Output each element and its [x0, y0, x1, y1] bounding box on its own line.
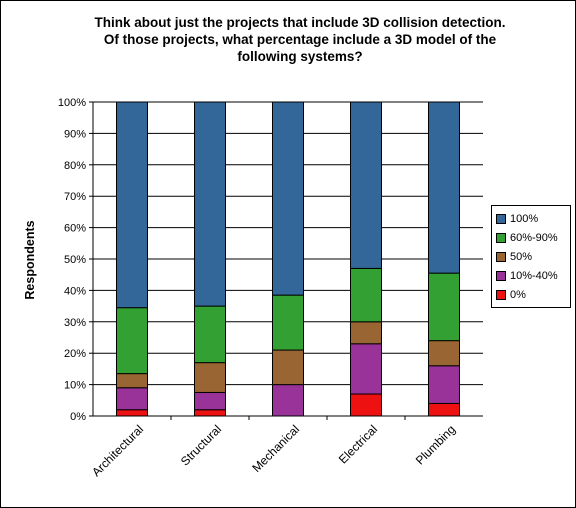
- legend-item: 0%: [492, 285, 570, 304]
- y-tick-label: 100%: [58, 97, 86, 109]
- y-tick-label: 70%: [64, 191, 86, 203]
- legend-swatch: [496, 289, 506, 300]
- bar-segment: [428, 402, 460, 417]
- legend-label: 50%: [510, 250, 533, 263]
- x-tick-label: Structural: [178, 422, 224, 468]
- bar-segment: [428, 101, 460, 274]
- legend-label: 60%-90%: [510, 231, 558, 244]
- bar-segment: [272, 349, 304, 386]
- legend-item: 50%: [492, 247, 570, 266]
- legend-label: 10%-40%: [510, 269, 558, 282]
- legend-swatch: [496, 270, 506, 281]
- y-tick-label: 60%: [64, 223, 86, 235]
- legend-swatch: [496, 251, 506, 262]
- y-tick-label: 50%: [64, 254, 86, 266]
- y-tick-label: 90%: [64, 128, 86, 140]
- y-tick-label: 30%: [64, 317, 86, 329]
- y-tick-label: 20%: [64, 348, 86, 360]
- y-tick-label: 10%: [64, 380, 86, 392]
- bar-segment: [272, 384, 304, 417]
- bar-segment: [428, 340, 460, 367]
- bar-segment: [272, 101, 304, 296]
- bar-segment: [194, 305, 226, 364]
- bar-segment: [272, 294, 304, 351]
- bar-segment: [194, 391, 226, 411]
- legend-swatch: [496, 232, 506, 243]
- legend-item: 10%-40%: [492, 266, 570, 285]
- bar-segment: [116, 101, 148, 309]
- bar-segment: [350, 267, 382, 323]
- y-tick-label: 80%: [64, 160, 86, 172]
- bar-segment: [116, 373, 148, 389]
- chart-title: Think about just the projects that inclu…: [94, 15, 506, 64]
- legend-swatch: [496, 213, 506, 224]
- bar-segment: [350, 343, 382, 395]
- bar-segment: [350, 393, 382, 417]
- x-tick-label: Electrical: [336, 422, 380, 466]
- bar-segment: [350, 321, 382, 345]
- y-tick-label: 0%: [70, 411, 86, 423]
- bar-segment: [428, 272, 460, 342]
- bar-segment: [194, 101, 226, 307]
- legend-item: 60%-90%: [492, 228, 570, 247]
- bar-segment: [116, 307, 148, 375]
- bar-segment: [116, 409, 148, 417]
- x-tick-label: Mechanical: [249, 422, 302, 475]
- bar-segment: [194, 409, 226, 417]
- x-tick-label: Plumbing: [413, 422, 458, 467]
- bar-segment: [194, 362, 226, 393]
- y-axis-label: Respondents: [23, 220, 37, 300]
- x-tick-label: Architectural: [89, 422, 146, 479]
- legend-item: 100%: [492, 209, 570, 228]
- legend-label: 0%: [510, 288, 526, 301]
- bar-segment: [116, 387, 148, 411]
- legend: 100% 60%-90% 50% 10%-40% 0%: [491, 205, 571, 308]
- bar-segment: [428, 365, 460, 404]
- bar-segment: [350, 101, 382, 269]
- legend-label: 100%: [510, 212, 539, 225]
- y-tick-label: 40%: [64, 285, 86, 297]
